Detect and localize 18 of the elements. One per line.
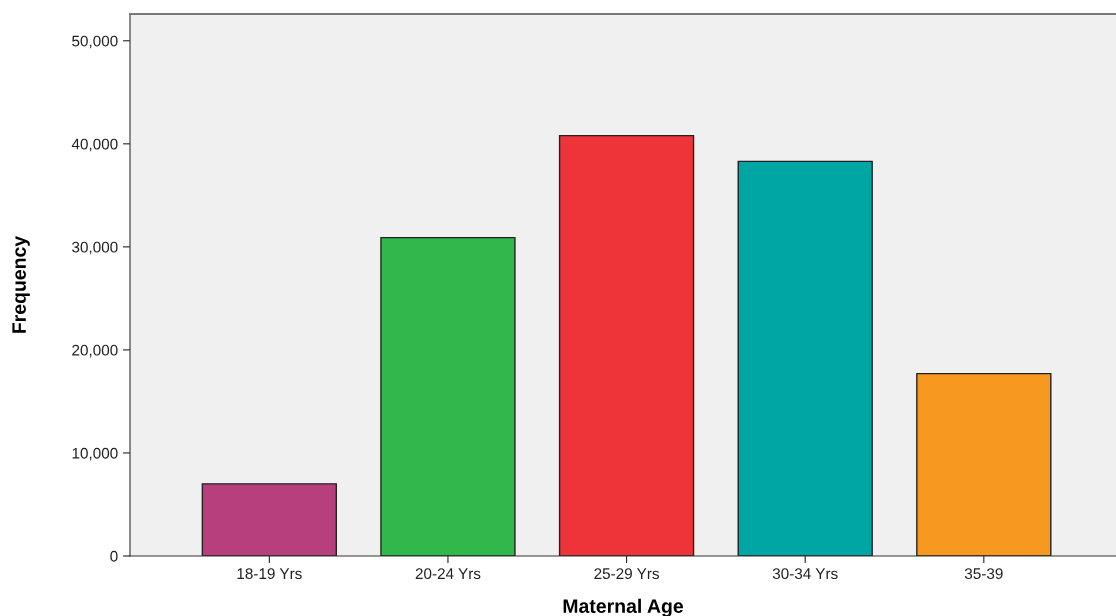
y-tick-label: 20,000 xyxy=(72,344,118,358)
y-tick-label: 10,000 xyxy=(72,447,118,461)
x-tick-label: 18-19 Yrs xyxy=(237,568,302,580)
y-tick-label: 40,000 xyxy=(71,138,118,152)
bar xyxy=(558,134,695,556)
bar xyxy=(916,372,1052,556)
x-tick-label: 25-29 Yrs xyxy=(594,568,660,580)
y-axis-title: Frequency xyxy=(12,235,30,333)
y-tick-label: 50,000 xyxy=(72,35,118,49)
y-tick-label: 30,000 xyxy=(72,241,118,255)
bar xyxy=(201,483,338,556)
y-tick-label: 0 xyxy=(110,550,118,562)
bar xyxy=(380,236,516,556)
x-tick-label: 35-39 xyxy=(964,568,1003,580)
x-tick-label: 20-24 Yrs xyxy=(415,568,481,580)
bar xyxy=(737,160,873,556)
x-axis-title: Maternal Age xyxy=(563,598,684,616)
x-tick-label: 30-34 Yrs xyxy=(772,568,838,580)
